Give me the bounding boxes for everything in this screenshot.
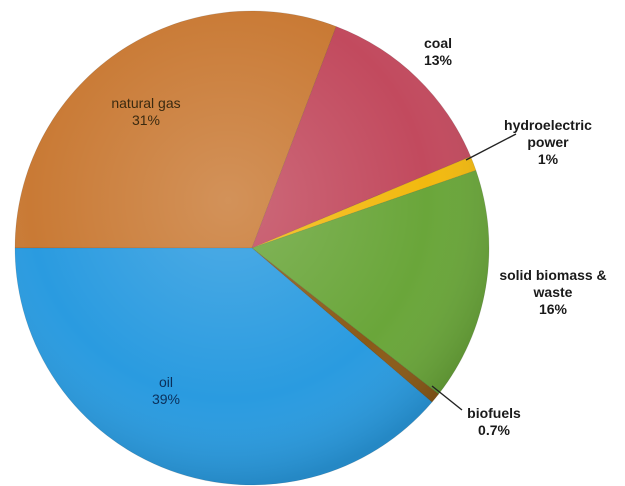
leader-line bbox=[431, 385, 463, 411]
leader-lines bbox=[431, 133, 517, 411]
slice-label-oil: oil 39% bbox=[152, 374, 180, 407]
slice-label-hydroelectric: hydroelectric power 1% bbox=[504, 117, 592, 167]
slice-label-biofuels: biofuels 0.7% bbox=[467, 405, 521, 438]
slice-label-coal: coal 13% bbox=[424, 35, 453, 68]
slice-labels: natural gas 31% coal 13% hydroelectric power 1… bbox=[111, 35, 606, 438]
leader-line bbox=[465, 133, 517, 161]
slice-label-natural-gas: natural gas 31% bbox=[111, 95, 180, 128]
slice-label-solid-biomass-: solid biomass & waste 16% bbox=[499, 267, 606, 317]
pie-slices bbox=[14, 10, 490, 486]
